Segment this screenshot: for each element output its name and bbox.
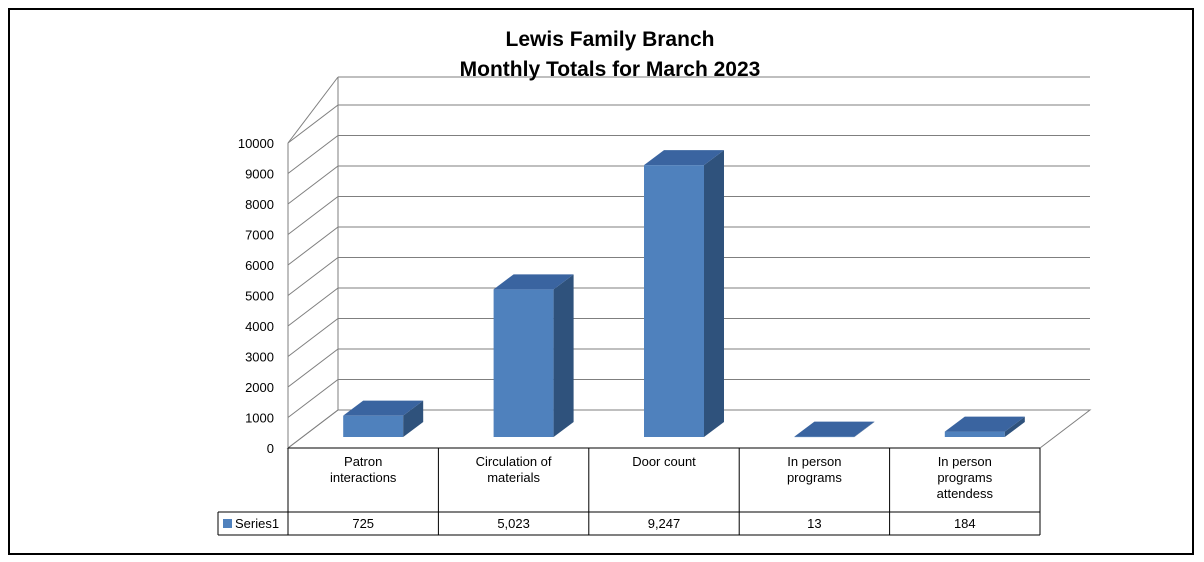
bar-front [644, 165, 704, 438]
bar-top [644, 150, 724, 166]
y-tick-label: 2000 [245, 380, 274, 395]
data-label: 9,247 [648, 516, 681, 531]
bar-side [1004, 416, 1025, 437]
category-label: In person programs [787, 454, 842, 485]
bar [343, 400, 424, 437]
y-tick-label: 7000 [245, 228, 274, 243]
y-tick-label: 4000 [245, 319, 274, 334]
category-label: Circulation of materials [476, 454, 552, 485]
bar-front [343, 415, 404, 437]
title-line-1: Lewis Family Branch [506, 28, 715, 51]
bar-side [553, 274, 574, 437]
legend-label: Series1 [235, 516, 279, 531]
y-tick-label: 10000 [238, 136, 274, 151]
gridline [287, 76, 339, 144]
y-tick-label: 6000 [245, 258, 274, 273]
data-table: Patron interactions Circulation of material… [217, 447, 1041, 536]
bar [944, 416, 1025, 437]
data-label: 13 [807, 516, 821, 531]
category-label: Door count [632, 454, 696, 469]
data-label: 725 [352, 516, 374, 531]
bar-front [493, 289, 554, 437]
bar-top [794, 421, 875, 437]
y-axis: 0 1000 2000 3000 4000 5000 6000 7000 8000 9000 100… [238, 136, 274, 456]
bar-top [944, 416, 1025, 432]
data-label: 5,023 [497, 516, 530, 531]
y-tick-label: 1000 [245, 411, 274, 426]
gridlines [287, 76, 1090, 449]
chart-title: Lewis Family Branch Monthly Totals for Ma… [460, 28, 761, 81]
gridline [287, 104, 1090, 144]
y-tick-label: 0 [267, 441, 274, 456]
bar-side [403, 400, 424, 437]
y-tick-label: 9000 [245, 167, 274, 182]
bar-side [854, 421, 875, 437]
bar [644, 150, 724, 438]
category-label: In person programs attendess [937, 454, 994, 501]
bar [794, 421, 875, 438]
title-line-2: Monthly Totals for March 2023 [460, 58, 761, 81]
category-label: Patron interactions [330, 454, 397, 485]
bar [493, 274, 574, 437]
y-tick-label: 8000 [245, 197, 274, 212]
y-tick-label: 3000 [245, 350, 274, 365]
bar-side [704, 150, 724, 438]
bar-front [794, 436, 855, 438]
y-tick-label: 5000 [245, 289, 274, 304]
chart-frame [8, 8, 1194, 555]
bars [343, 150, 1025, 438]
bar-front [944, 431, 1005, 437]
bar-top [343, 400, 424, 416]
bar-top [493, 274, 574, 290]
data-label: 184 [954, 516, 976, 531]
legend-swatch [223, 519, 232, 528]
